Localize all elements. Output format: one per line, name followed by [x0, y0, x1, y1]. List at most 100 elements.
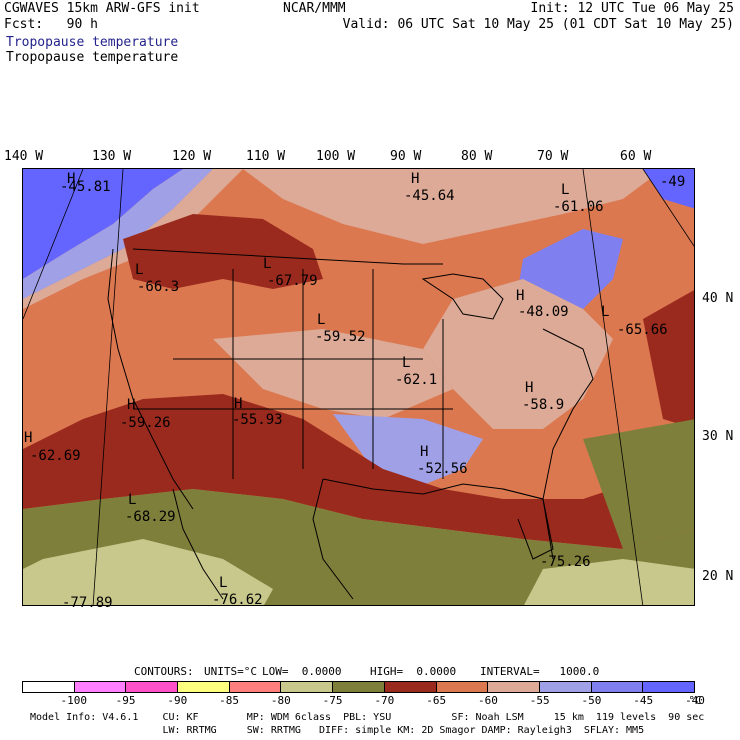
field-title-blue: Tropopause temperature: [6, 35, 179, 50]
lon-label: 140 W: [4, 149, 44, 164]
map-center-value: -55.93: [232, 412, 283, 428]
map-center-letter: L: [317, 312, 326, 328]
legend-swatch: [384, 682, 437, 692]
lat-label: 20 N: [702, 569, 734, 584]
model-info-line-2: LW: RRTMG SW: RRTMG DIFF: simple KM: 2D …: [30, 725, 645, 736]
map-center-value: -66.3: [137, 279, 180, 295]
meridian: [582, 169, 644, 605]
legend-swatch: [643, 682, 694, 692]
lon-label: 120 W: [172, 149, 212, 164]
graticule: [23, 169, 694, 605]
center-letter: H: [67, 171, 76, 187]
southeast-olive-region: [583, 419, 694, 549]
model-info-line-1: Model Info: V4.6.1 CU: KF MP: WDM 6class…: [30, 712, 705, 723]
map-center-value: -48.09: [518, 304, 569, 320]
map-center-value: -45.64: [404, 188, 455, 204]
legend-tick-label: -45: [633, 694, 654, 707]
atlantic-dark-red: [643, 290, 694, 429]
north-light-band: [243, 169, 663, 244]
northeast-blue-region: [643, 169, 694, 209]
baja: [172, 488, 224, 600]
legend-tick-label: -80: [270, 694, 291, 707]
map-center-value: -76.62: [212, 592, 263, 608]
meridian: [92, 169, 124, 605]
legend-tick-label: -70: [374, 694, 395, 707]
legend-swatch: [539, 682, 592, 692]
contours-low: LOW= 0.0000: [262, 665, 342, 678]
lon-label: 130 W: [92, 149, 132, 164]
map-center-value: -75.26: [540, 554, 591, 570]
map-center-value: -61.06: [553, 199, 604, 215]
map-center-letter: H: [420, 444, 429, 460]
map-center-label: H: [67, 172, 75, 186]
legend-tick-label: -55: [529, 694, 550, 707]
color-legend: [22, 681, 695, 693]
legend-swatch: [178, 682, 230, 692]
contours-units: UNITS=°C: [204, 665, 257, 678]
map-center-value: -58.9: [522, 397, 565, 413]
legend-tick-label: -75: [322, 694, 343, 707]
meridian: [642, 169, 694, 247]
legend-tick-label: -95: [115, 694, 136, 707]
map-center-value: -59.52: [315, 329, 366, 345]
northwest-pink-band: [23, 169, 243, 309]
map-center-letter: H: [411, 171, 420, 187]
lon-label: 90 W: [390, 149, 422, 164]
tropopause-temperature-map: [22, 168, 695, 606]
lon-label: 110 W: [246, 149, 286, 164]
map-center-value: -77.89: [62, 595, 113, 611]
mexico-coast: [312, 478, 354, 600]
map-center-value: -68.29: [125, 509, 176, 525]
map-center-letter: L: [601, 304, 610, 320]
map-center-value: -62.1: [395, 372, 438, 388]
legend-tick-label: -40: [685, 694, 705, 707]
florida: [502, 488, 554, 560]
lon-label: 100 W: [316, 149, 356, 164]
contours-high: HIGH= 0.0000: [370, 665, 457, 678]
map-center-value: -65.66: [617, 322, 668, 338]
meridian: [23, 169, 84, 320]
southwest-dark-red-band: [23, 394, 694, 549]
map-center-letter: H: [24, 430, 33, 446]
legend-tick-label: °C: [688, 694, 702, 707]
map-center-letter: H: [234, 396, 243, 412]
legend-swatch: [74, 682, 127, 692]
map-center-letter: L: [263, 256, 272, 272]
lon-label: 60 W: [620, 149, 652, 164]
west-coast: [107, 248, 194, 510]
organization: NCAR/MMM: [283, 1, 346, 16]
legend-swatch: [488, 682, 540, 692]
legend-swatch: [126, 682, 179, 692]
lat-label: 30 N: [702, 429, 734, 444]
map-center-value: -45.81: [60, 179, 111, 195]
map-center-value: -67.79: [267, 273, 318, 289]
map-center-letter: L: [135, 262, 144, 278]
rockies-dark-red: [123, 214, 323, 289]
contours-interval: INTERVAL= 1000.0: [480, 665, 600, 678]
field-title-black: Tropopause temperature: [6, 50, 179, 65]
east-pink-region: [423, 279, 613, 429]
map-center-value: -52.56: [417, 461, 468, 477]
map-center-letter: L: [402, 355, 411, 371]
contours-label: CONTOURS:: [134, 665, 194, 678]
legend-swatch: [229, 682, 282, 692]
legend-swatch: [591, 682, 644, 692]
caribbean-light-olive: [524, 559, 694, 605]
legend-swatch: [436, 682, 489, 692]
northwest-purple-band: [23, 169, 213, 299]
mississippi-blue-region: [333, 414, 483, 489]
legend-tick-label: -65: [426, 694, 447, 707]
lon-label: 80 W: [461, 149, 493, 164]
us-canada-border: [132, 248, 443, 265]
map-center-letter: L: [128, 492, 137, 508]
legend-tick-label: -60: [477, 694, 498, 707]
map-center-letter: H: [525, 380, 534, 396]
map-center-letter: L: [561, 182, 570, 198]
central-pink-region: [213, 329, 453, 419]
lat-label: 40 N: [702, 291, 734, 306]
map-center-letter: H: [516, 288, 525, 304]
legend-swatch: [281, 682, 334, 692]
lon-label: 70 W: [537, 149, 569, 164]
forecast-hour: Fcst: 90 h: [4, 17, 98, 32]
legend-tick-label: -85: [219, 694, 239, 707]
